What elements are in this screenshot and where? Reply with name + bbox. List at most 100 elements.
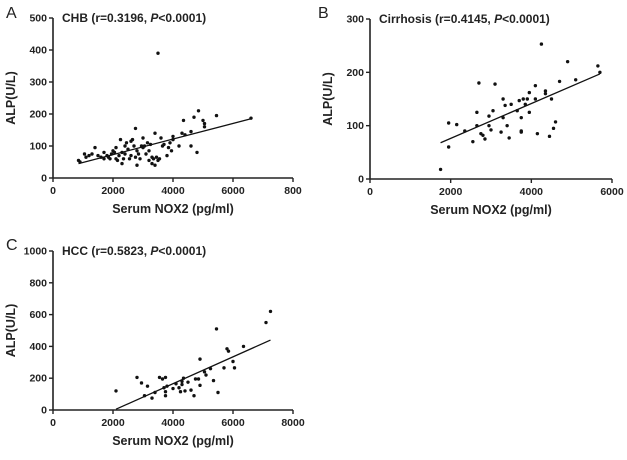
data-point — [177, 386, 181, 390]
data-point — [168, 141, 172, 145]
data-point — [153, 163, 157, 167]
data-point — [121, 157, 126, 161]
data-point — [475, 123, 479, 128]
y-axis-label: ALP(U/L) — [4, 304, 18, 357]
data-point — [165, 384, 169, 388]
data-point — [135, 163, 139, 167]
title-p: P — [494, 12, 503, 26]
data-point — [147, 158, 151, 163]
data-point — [264, 320, 268, 325]
data-point — [145, 384, 150, 388]
data-point — [598, 70, 602, 75]
y-axis-label: ALP(U/L) — [321, 72, 335, 125]
regression-line — [78, 118, 252, 165]
data-point — [171, 137, 175, 142]
data-point — [198, 357, 202, 361]
data-point — [501, 115, 505, 120]
panel-b: 0 100 200 300 0 2000 4000 6000 Serum NOX2 (pg/ml… — [318, 5, 624, 217]
data-point — [174, 382, 178, 386]
data-point — [249, 116, 253, 120]
data-point — [475, 110, 479, 115]
data-point — [171, 386, 175, 391]
data-point — [163, 393, 168, 398]
data-point — [169, 149, 174, 153]
data-point — [483, 137, 487, 141]
data-point — [481, 133, 485, 137]
data-point — [147, 149, 151, 153]
data-point — [438, 167, 443, 172]
data-point — [151, 157, 156, 161]
panel-letter: A — [6, 5, 17, 22]
data-point — [178, 390, 183, 394]
data-point — [446, 121, 451, 125]
data-point — [489, 128, 493, 132]
data-point — [515, 109, 519, 113]
y-tick-label: 500 — [29, 13, 47, 25]
data-point — [231, 359, 235, 364]
data-point — [163, 390, 168, 394]
data-point — [196, 377, 201, 381]
data-point — [126, 147, 130, 151]
data-point — [135, 149, 139, 153]
title-p: P — [150, 11, 159, 25]
x-tick-label: 8000 — [281, 417, 305, 429]
title-text: <0.0001) — [158, 11, 206, 25]
data-point — [124, 141, 129, 145]
x-tick-label: 4000 — [161, 185, 185, 197]
panel-a: 0 100 200 300 400 500 0 2000 4000 6000 800 Serum NO… — [4, 5, 302, 216]
y-tick-label: 200 — [29, 109, 47, 121]
data-point — [84, 155, 88, 159]
data-point — [150, 396, 154, 400]
data-point — [148, 142, 153, 147]
data-point — [160, 377, 165, 381]
x-tick-label: 4000 — [520, 186, 544, 198]
data-point — [527, 90, 532, 95]
title-text: <0.0001) — [158, 244, 206, 258]
data-point — [268, 309, 273, 314]
y-tick-label: 200 — [29, 373, 47, 385]
data-point — [549, 97, 554, 101]
data-point — [192, 393, 196, 398]
y-tick-label: 200 — [346, 67, 364, 79]
data-point — [108, 157, 112, 161]
data-point — [153, 390, 157, 395]
data-point — [109, 152, 114, 156]
data-point — [136, 152, 141, 156]
data-point — [493, 82, 497, 86]
data-point — [156, 51, 160, 55]
data-point — [120, 161, 124, 166]
data-point — [133, 155, 138, 159]
panel-c: 0 200 400 600 800 1000 0 2000 4000 6000 8000 Serum … — [4, 237, 305, 448]
data-point — [129, 153, 133, 158]
y-tick-label: 600 — [29, 309, 47, 321]
data-point — [232, 366, 237, 370]
data-point — [507, 136, 511, 140]
data-point — [477, 81, 481, 85]
panel-letter: B — [318, 5, 329, 22]
title-text: HCC (r=0.5823, — [62, 244, 150, 258]
y-tick-label: 100 — [346, 120, 364, 132]
data-point — [226, 349, 231, 353]
y-tick-label: 400 — [29, 45, 47, 57]
x-tick-label: 0 — [50, 417, 56, 429]
data-point — [87, 153, 91, 158]
data-point — [527, 110, 532, 115]
y-tick-label: 0 — [41, 173, 47, 185]
data-point — [189, 144, 193, 148]
data-point — [96, 153, 100, 158]
data-point — [517, 98, 521, 103]
data-point — [202, 121, 207, 126]
data-point — [144, 152, 148, 156]
data-point — [523, 102, 527, 107]
title-text: Cirrhosis (r=0.4145, — [379, 12, 494, 26]
data-point — [183, 389, 187, 393]
data-point — [177, 144, 181, 148]
data-point — [186, 380, 190, 384]
x-axis-label: Serum NOX2 (pg/ml) — [112, 434, 234, 448]
data-point — [141, 136, 145, 140]
data-point — [171, 134, 175, 139]
x-axis-label: Serum NOX2 (pg/ml) — [112, 202, 234, 216]
regression-line — [115, 339, 271, 410]
data-point — [99, 155, 103, 159]
x-tick-label: 2000 — [101, 417, 125, 429]
